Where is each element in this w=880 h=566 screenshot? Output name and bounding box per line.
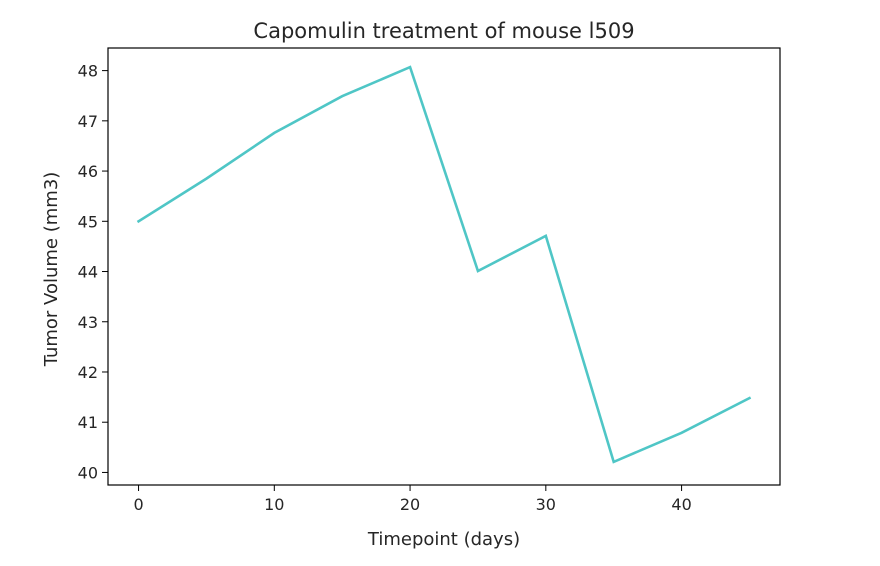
x-axis-label: Timepoint (days) [367, 529, 520, 550]
y-tick-label: 41 [78, 413, 98, 432]
x-tick-label: 10 [264, 495, 284, 514]
y-tick-label: 47 [78, 112, 98, 131]
x-tick-label: 30 [536, 495, 556, 514]
x-tick-label: 40 [671, 495, 691, 514]
series-group [136, 65, 752, 464]
plot-frame [107, 47, 781, 486]
y-tick-label: 46 [78, 162, 98, 181]
x-tick-label: 0 [133, 495, 143, 514]
series-line [136, 65, 752, 464]
x-tick-label: 20 [400, 495, 420, 514]
y-tick-label: 44 [78, 263, 98, 282]
y-tick-label: 42 [78, 363, 98, 382]
y-tick-label: 40 [78, 463, 98, 482]
y-axis-label: Tumor Volume (mm3) [41, 172, 62, 368]
axes: 0 10 20 30 40 40 41 42 43 44 45 46 47 48 [78, 62, 692, 514]
chart-title: Capomulin treatment of mouse l509 [253, 19, 634, 43]
y-tick-label: 43 [78, 313, 98, 332]
y-tick-label: 48 [78, 62, 98, 81]
y-tick-label: 45 [78, 212, 98, 231]
